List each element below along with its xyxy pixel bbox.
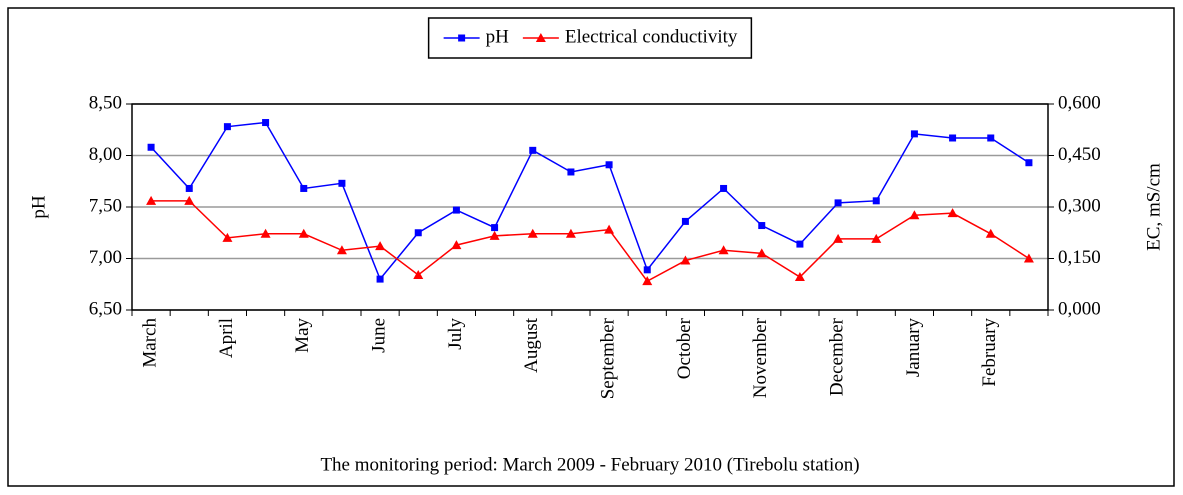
point [491,224,499,232]
point [718,245,729,255]
point [298,228,309,238]
point [222,232,233,242]
point [489,230,500,240]
series-line [151,200,1030,283]
chart-frame [7,7,1175,487]
point [949,134,957,142]
point [909,210,920,220]
point [947,208,958,218]
point [720,184,728,192]
point [871,233,882,243]
x-tick-label: March [139,318,160,368]
point [796,240,804,248]
point [756,248,767,258]
point [413,269,424,279]
point [1025,159,1033,167]
point [642,276,653,286]
point [872,197,880,205]
point [262,119,270,127]
y-tick-label: 8,50 [89,92,122,113]
point [185,184,193,192]
point [833,233,844,243]
point [1023,253,1034,263]
x-tick-label: July [445,318,466,350]
point [451,240,462,250]
x-tick-label: January [903,318,924,378]
x-tick-label: December [826,317,847,396]
x-tick-label: August [521,317,542,373]
legend-box [427,17,753,59]
x-tick-label: November [750,317,771,398]
x-tick-label: February [979,318,1000,387]
point [910,130,918,138]
y2-axis-label: EC, mS/cm [1143,163,1164,251]
y2-tick-label: 0,450 [1058,144,1101,165]
point [681,217,689,225]
point [146,195,157,205]
point [414,229,422,237]
point [565,228,576,238]
series-line [150,121,1030,281]
legend-label: pH [486,26,510,47]
point [300,184,308,192]
legend-marker [458,34,466,42]
point [794,272,805,282]
point [643,266,651,274]
point [604,224,615,234]
x-tick-label: September [597,317,618,399]
point [758,222,766,230]
point [452,206,460,214]
point [987,134,995,142]
point [527,228,538,238]
point [529,146,537,154]
point [376,275,384,283]
x-tick-label: June [368,318,389,353]
point [605,161,613,169]
y2-tick-label: 0,600 [1058,92,1101,113]
point [223,123,231,131]
y-tick-label: 6,50 [89,298,122,319]
point [567,168,575,176]
x-axis-label: The monitoring period: March 2009 - Febr… [320,454,859,475]
point [184,195,195,205]
point [834,199,842,207]
point [336,245,347,255]
point [375,241,386,251]
legend: pH Electrical conductivity [443,26,738,47]
point [260,228,271,238]
y2-tick-label: 0,000 [1058,298,1101,319]
x-tick-label: October [674,317,695,379]
x-tick-label: May [292,318,313,353]
y-tick-label: 7,50 [89,195,122,216]
y2-tick-label: 0,150 [1058,247,1101,268]
legend-marker [535,33,546,42]
legend-label: Electrical conductivity [565,26,738,47]
point [338,179,346,187]
point [985,228,996,238]
y-tick-label: 8,00 [89,144,122,165]
point [147,143,155,151]
point [680,255,691,265]
y2-tick-label: 0,300 [1058,195,1101,216]
y-tick-label: 7,00 [89,247,122,268]
x-tick-label: April [216,318,237,358]
y-axis-label: pH [28,195,49,219]
